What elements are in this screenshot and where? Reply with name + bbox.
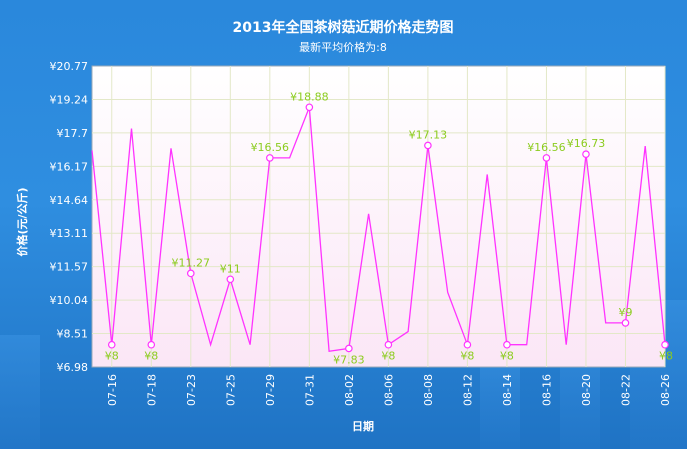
y-tick-label: ¥17.7 — [57, 127, 89, 140]
point-marker — [424, 141, 432, 150]
point-marker — [463, 340, 472, 349]
data-label: ¥8 — [500, 350, 514, 363]
point-marker — [345, 344, 353, 353]
x-tick-label: 07-16 — [106, 374, 119, 406]
y-tick-label: ¥10.04 — [50, 294, 89, 307]
x-tick-labels: 07-16 07-18 07-23 07-25 07-29 07-31 08-02 08-06… — [106, 374, 672, 406]
x-tick-label: 07-31 — [303, 374, 316, 406]
y-tick-label: ¥19.24 — [50, 93, 89, 106]
point-marker — [621, 319, 630, 327]
x-tick-label: 07-29 — [264, 374, 277, 406]
x-tick-label: 08-08 — [422, 374, 435, 406]
data-label: ¥8 — [144, 350, 158, 363]
data-label: ¥16.73 — [567, 137, 606, 150]
data-label: ¥16.56 — [251, 141, 290, 154]
data-label: ¥8 — [659, 350, 673, 363]
point-marker — [661, 340, 669, 349]
x-tick-label: 08-12 — [461, 374, 474, 406]
x-tick-label: 08-02 — [343, 374, 356, 406]
data-label: ¥11.27 — [172, 256, 211, 269]
x-tick-label: 08-20 — [580, 374, 593, 406]
point-marker — [503, 340, 511, 349]
point-marker — [582, 150, 590, 158]
data-label: ¥8 — [381, 350, 395, 363]
gridlines — [92, 66, 666, 367]
y-tick-label: ¥16.17 — [50, 160, 89, 173]
y-tick-labels: ¥6.98 ¥8.51 ¥10.04 ¥11.57 ¥13.11 ¥14.64 ¥16.17… — [50, 60, 89, 374]
data-label: ¥7.83 — [333, 353, 365, 366]
y-tick-label: ¥11.57 — [50, 261, 89, 274]
data-label: ¥8 — [105, 350, 119, 363]
point-marker — [147, 340, 156, 349]
x-tick-label: 08-26 — [659, 374, 672, 406]
x-tick-label: 07-25 — [224, 374, 237, 406]
point-marker — [305, 103, 314, 112]
x-tick-label: 08-16 — [540, 374, 553, 406]
x-tick-label: 08-14 — [501, 374, 514, 406]
point-marker — [384, 340, 393, 349]
point-marker — [107, 340, 116, 349]
point-marker — [186, 269, 195, 278]
data-label: ¥8 — [460, 350, 474, 363]
y-tick-label: ¥13.11 — [50, 227, 89, 240]
x-tick-label: 08-06 — [382, 374, 395, 406]
point-marker — [542, 154, 551, 162]
chart-subtitle: 最新平均价格为:8 — [299, 40, 387, 54]
x-tick-label: 08-22 — [619, 374, 632, 406]
series-line — [91, 107, 666, 353]
x-tick-label: 07-18 — [145, 374, 158, 406]
point-markers — [107, 103, 669, 353]
data-label: ¥16.56 — [527, 141, 566, 154]
data-label: ¥9 — [618, 306, 632, 319]
y-tick-label: ¥6.98 — [57, 361, 89, 374]
y-tick-label: ¥8.51 — [57, 328, 89, 341]
y-axis-label: 价格(元/公斤) — [15, 187, 29, 256]
chart-title: 2013年全国茶树菇近期价格走势图 — [233, 19, 454, 36]
data-label: ¥17.13 — [409, 128, 448, 141]
x-tick-label: 07-23 — [185, 374, 198, 406]
x-axis-label: 日期 — [352, 419, 374, 433]
data-label: ¥11 — [220, 262, 241, 275]
data-labels: ¥8 ¥8 ¥11.27 ¥11 ¥16.56 ¥18.88 ¥7.83 ¥8 ¥17.13 ¥8… — [105, 90, 673, 366]
y-tick-label: ¥20.77 — [50, 60, 89, 73]
data-label: ¥18.88 — [290, 90, 329, 103]
y-tick-label: ¥14.64 — [50, 194, 89, 207]
point-marker — [266, 154, 274, 162]
point-marker — [226, 275, 235, 284]
